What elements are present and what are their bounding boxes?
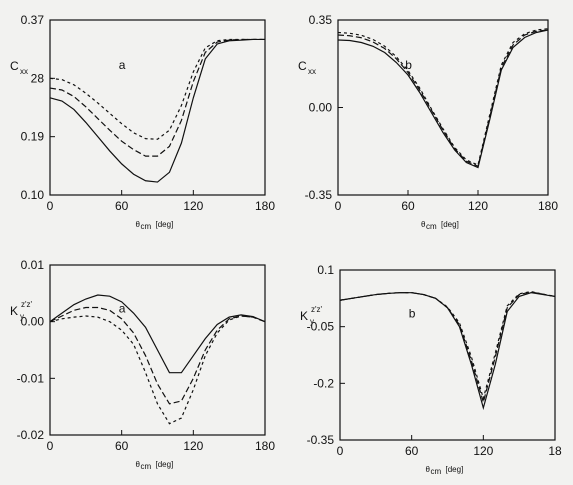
data-line xyxy=(339,292,556,411)
x-tick-label: 0 xyxy=(335,199,342,213)
panel-label: a xyxy=(119,302,126,316)
y-tick-label: 0.37 xyxy=(21,13,45,27)
plot-frame xyxy=(49,264,266,436)
y-axis-label: K xyxy=(10,304,18,318)
y-tick-label: -0.05 xyxy=(307,320,335,334)
y-axis-label-sub: y xyxy=(20,312,24,321)
x-tick-label: 120 xyxy=(468,199,488,213)
x-axis-label: θ xyxy=(421,220,426,229)
y-tick-label: -0.01 xyxy=(17,371,45,385)
x-tick-label: 0 xyxy=(47,199,54,213)
x-axis-label-unit: [deg] xyxy=(446,465,464,474)
x-axis-label: θ xyxy=(136,460,141,469)
panel-label: a xyxy=(119,58,126,72)
data-line xyxy=(49,38,265,157)
panel: 0.10 0.19 28 0.37 0 60 120 180 θ cm [deg] C xx a xyxy=(10,13,275,231)
x-tick-label: 18 xyxy=(548,444,562,458)
x-axis-label: θ xyxy=(426,465,431,474)
y-axis-label-sub: xx xyxy=(308,67,316,76)
y-tick-label: 0.35 xyxy=(309,13,333,27)
plot-frame xyxy=(339,269,556,441)
panel: -0.02 -0.01 0.00 0.01 0 60 120 180 θ cm [deg] K y z'z… xyxy=(10,258,275,471)
plot-frame xyxy=(337,19,549,196)
y-axis-label-sub: y xyxy=(310,317,314,326)
data-line xyxy=(337,28,549,166)
x-tick-label: 180 xyxy=(255,199,275,213)
x-axis-label-sub: cm xyxy=(141,462,152,471)
y-tick-label: 0.01 xyxy=(21,258,45,272)
y-tick-label: 0.19 xyxy=(21,130,45,144)
x-tick-label: 60 xyxy=(115,199,129,213)
y-tick-label: -0.35 xyxy=(305,188,333,202)
panel-label: b xyxy=(409,307,416,321)
x-axis-label-sub: cm xyxy=(426,222,437,231)
x-tick-label: 120 xyxy=(473,444,493,458)
panel-label: b xyxy=(405,58,412,72)
panel: -0.35 0.00 0.35 0 60 120 180 θ cm [deg] C xx b xyxy=(298,13,558,231)
y-tick-label: 0.10 xyxy=(21,188,45,202)
y-axis-label: K xyxy=(300,309,308,323)
x-tick-label: 60 xyxy=(405,444,419,458)
data-line xyxy=(49,315,266,425)
x-axis-label-sub: cm xyxy=(431,467,442,476)
y-tick-label: -0.02 xyxy=(17,428,45,442)
plot-frame xyxy=(49,19,266,196)
x-tick-label: 120 xyxy=(183,439,203,453)
x-tick-label: 180 xyxy=(255,439,275,453)
data-line xyxy=(49,38,265,183)
y-tick-label: 0.00 xyxy=(309,101,333,115)
data-line xyxy=(49,294,266,374)
y-axis-label: C xyxy=(298,59,307,73)
y-tick-label: 0.1 xyxy=(317,263,334,277)
x-tick-label: 60 xyxy=(401,199,415,213)
x-axis-label: θ xyxy=(136,220,141,229)
data-line xyxy=(49,306,266,405)
data-line xyxy=(339,291,556,405)
x-axis-label-sub: cm xyxy=(141,222,152,231)
data-line xyxy=(49,38,265,140)
y-tick-label: 28 xyxy=(31,71,45,85)
y-tick-label: -0.35 xyxy=(307,433,335,447)
y-axis-label-sub: xx xyxy=(20,67,28,76)
y-axis-label-sup: z'z' xyxy=(311,305,323,314)
x-tick-label: 120 xyxy=(183,199,203,213)
x-tick-label: 180 xyxy=(538,199,558,213)
y-tick-label: 0.00 xyxy=(21,315,45,329)
y-tick-label: -0.2 xyxy=(313,376,334,390)
x-tick-label: 60 xyxy=(115,439,129,453)
data-line xyxy=(337,29,549,169)
x-axis-label-unit: [deg] xyxy=(441,220,459,229)
y-axis-label-sup: z'z' xyxy=(21,300,33,309)
data-line xyxy=(337,29,549,168)
x-tick-label: 0 xyxy=(337,444,344,458)
data-line xyxy=(339,290,556,401)
x-axis-label-unit: [deg] xyxy=(156,220,174,229)
panel: -0.35 -0.2 -0.05 0.1 0 60 120 18 θ cm [deg] K y z'z' b xyxy=(300,263,562,476)
x-tick-label: 0 xyxy=(47,439,54,453)
y-axis-label: C xyxy=(10,59,19,73)
x-axis-label-unit: [deg] xyxy=(156,460,174,469)
